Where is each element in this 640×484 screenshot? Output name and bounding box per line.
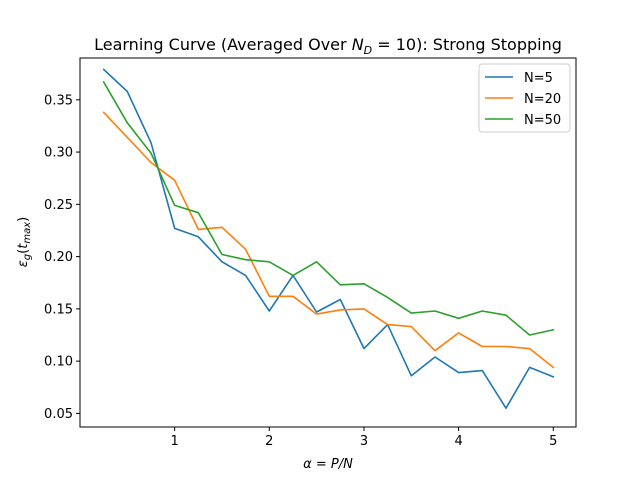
y-tick-label: 0.20: [44, 250, 73, 265]
x-tick-label: 2: [265, 434, 273, 449]
y-axis: 0.05 0.10 0.15 0.20 0.25 0.30 0.35: [44, 93, 80, 422]
axes-frame: [79, 57, 577, 428]
y-tick-label: 0.05: [44, 407, 73, 422]
legend-label: N=20: [524, 92, 561, 107]
legend-label: N=5: [524, 71, 553, 86]
x-axis: 1 2 3 4 5: [171, 427, 557, 449]
y-tick-label: 0.10: [44, 355, 73, 370]
x-tick-label: 5: [549, 434, 557, 449]
y-axis-label: εg(tmax): [16, 217, 33, 267]
y-tick-label: 0.30: [44, 146, 73, 161]
y-tick-label: 0.15: [44, 302, 73, 317]
plot-area: [102, 68, 555, 410]
legend-label: N=50: [524, 113, 561, 128]
y-tick-label: 0.35: [44, 93, 73, 108]
series-line-n-20: [102, 111, 555, 369]
series-line-n-50: [102, 80, 555, 336]
x-axis-label: α = P/N: [303, 457, 353, 472]
x-tick-label: 3: [360, 434, 368, 449]
legend-box: [478, 63, 571, 133]
series-line-n-5: [102, 68, 555, 410]
legend: N=5 N=20 N=50: [478, 63, 571, 133]
x-tick-label: 4: [454, 434, 462, 449]
x-tick-label: 1: [171, 434, 179, 449]
y-tick-label: 0.25: [44, 198, 73, 213]
chart-title: Learning Curve (Averaged Over ND = 10): …: [94, 35, 562, 57]
